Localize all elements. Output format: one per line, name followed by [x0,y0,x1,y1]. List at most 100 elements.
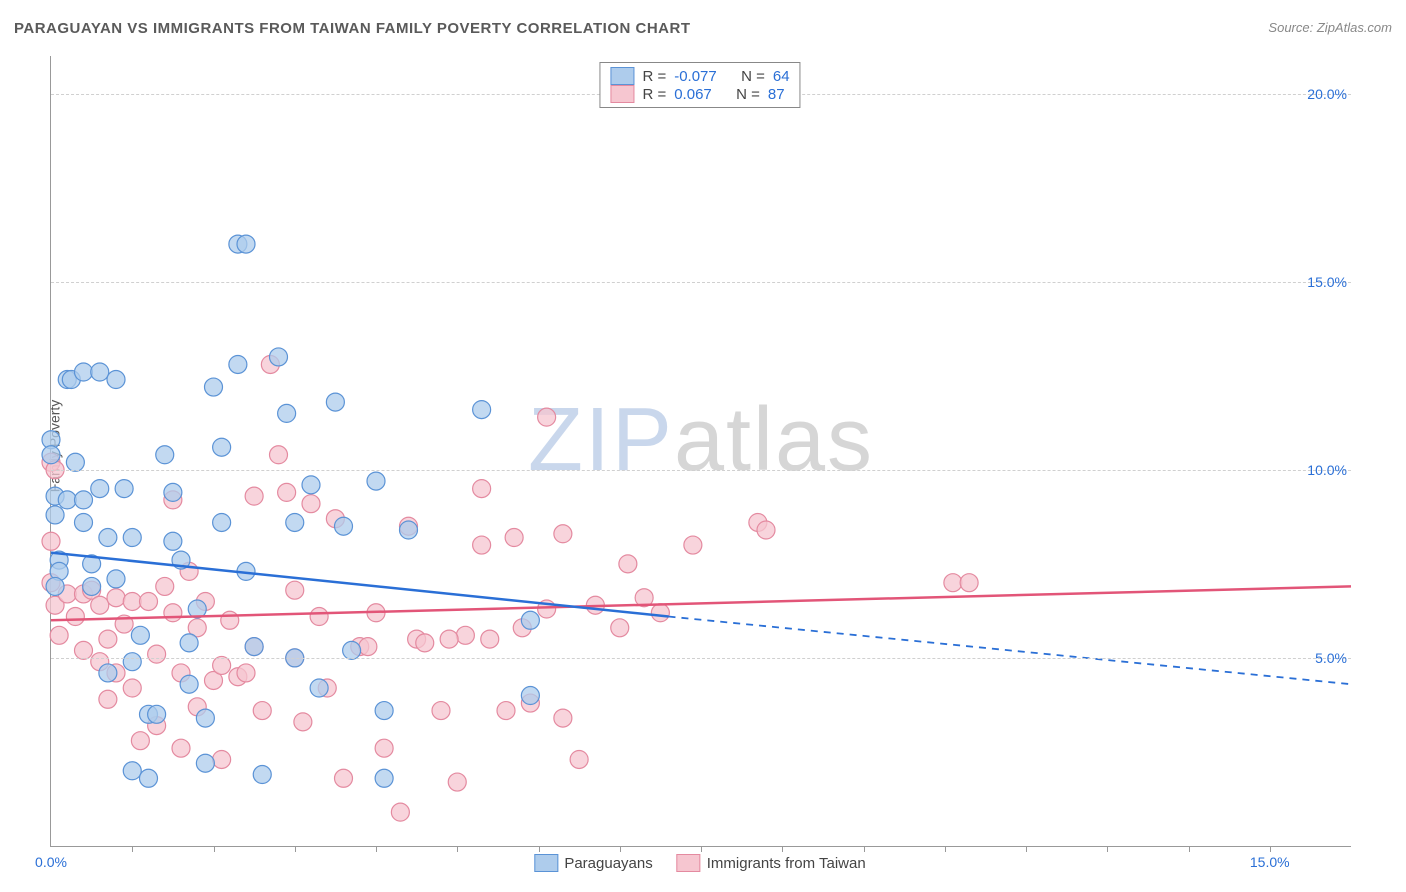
data-point-paraguayans [91,363,109,381]
data-point-taiwan [237,664,255,682]
data-point-taiwan [554,709,572,727]
data-point-paraguayans [99,529,117,547]
data-point-paraguayans [229,355,247,373]
data-point-paraguayans [270,348,288,366]
x-tick [1270,846,1271,852]
data-point-paraguayans [131,626,149,644]
data-point-paraguayans [75,513,93,531]
y-tick-label: 15.0% [1307,274,1347,290]
x-tick [132,846,133,852]
data-point-taiwan [538,408,556,426]
data-point-taiwan [619,555,637,573]
data-point-taiwan [375,739,393,757]
data-point-paraguayans [115,480,133,498]
legend-row-taiwan: R = 0.067 N = 87 [610,85,789,103]
legend-item-paraguayans: Paraguayans [534,854,652,872]
data-point-taiwan [278,483,296,501]
data-point-paraguayans [123,762,141,780]
data-point-taiwan [448,773,466,791]
data-point-taiwan [294,713,312,731]
data-point-taiwan [213,656,231,674]
data-point-taiwan [213,750,231,768]
data-point-paraguayans [213,438,231,456]
data-point-paraguayans [343,641,361,659]
x-tick [457,846,458,852]
data-point-paraguayans [400,521,418,539]
x-tick [1107,846,1108,852]
data-point-paraguayans [46,506,64,524]
data-point-paraguayans [123,529,141,547]
data-point-paraguayans [140,769,158,787]
data-point-paraguayans [310,679,328,697]
data-point-taiwan [960,574,978,592]
data-point-paraguayans [286,513,304,531]
data-point-taiwan [473,480,491,498]
x-tick [539,846,540,852]
data-point-taiwan [391,803,409,821]
x-tick [620,846,621,852]
data-point-paraguayans [83,577,101,595]
y-tick-label: 10.0% [1307,462,1347,478]
data-point-taiwan [50,626,68,644]
data-point-paraguayans [164,483,182,501]
data-point-taiwan [440,630,458,648]
data-point-paraguayans [196,754,214,772]
data-point-paraguayans [164,532,182,550]
data-point-paraguayans [75,363,93,381]
data-point-taiwan [302,495,320,513]
data-point-taiwan [554,525,572,543]
data-point-taiwan [107,589,125,607]
x-tick [214,846,215,852]
data-point-taiwan [456,626,474,644]
data-point-taiwan [156,577,174,595]
data-point-taiwan [611,619,629,637]
scatter-overlay [51,56,1351,846]
data-point-taiwan [432,702,450,720]
legend-item-taiwan: Immigrants from Taiwan [677,854,866,872]
data-point-taiwan [944,574,962,592]
data-point-paraguayans [107,371,125,389]
x-tick-label: 15.0% [1250,854,1290,870]
data-point-taiwan [172,739,190,757]
data-point-paraguayans [196,709,214,727]
data-point-taiwan [221,611,239,629]
data-point-taiwan [99,630,117,648]
gridline [51,282,1351,283]
data-point-paraguayans [42,446,60,464]
y-tick-label: 20.0% [1307,86,1347,102]
chart-area: ZIPatlas 5.0%10.0%15.0%20.0%0.0%15.0% R … [50,56,1350,846]
x-tick-label: 0.0% [35,854,67,870]
data-point-paraguayans [46,577,64,595]
data-point-taiwan [75,641,93,659]
data-point-paraguayans [375,769,393,787]
y-tick-label: 5.0% [1315,650,1347,666]
data-point-taiwan [99,690,117,708]
data-point-taiwan [164,604,182,622]
data-point-paraguayans [99,664,117,682]
series-legend: Paraguayans Immigrants from Taiwan [534,854,865,872]
source-attribution: Source: ZipAtlas.com [1268,20,1392,35]
data-point-paraguayans [58,491,76,509]
data-point-paraguayans [91,480,109,498]
data-point-taiwan [123,679,141,697]
data-point-taiwan [416,634,434,652]
data-point-paraguayans [375,702,393,720]
data-point-taiwan [757,521,775,539]
data-point-paraguayans [302,476,320,494]
data-point-paraguayans [335,517,353,535]
data-point-paraguayans [213,513,231,531]
data-point-taiwan [497,702,515,720]
data-point-taiwan [148,645,166,663]
data-point-taiwan [335,769,353,787]
data-point-paraguayans [123,653,141,671]
x-tick [945,846,946,852]
gridline [51,470,1351,471]
data-point-paraguayans [205,378,223,396]
data-point-paraguayans [521,687,539,705]
page-title: PARAGUAYAN VS IMMIGRANTS FROM TAIWAN FAM… [14,20,690,37]
data-point-paraguayans [66,453,84,471]
x-tick [1026,846,1027,852]
data-point-taiwan [505,529,523,547]
data-point-taiwan [359,638,377,656]
data-point-taiwan [245,487,263,505]
